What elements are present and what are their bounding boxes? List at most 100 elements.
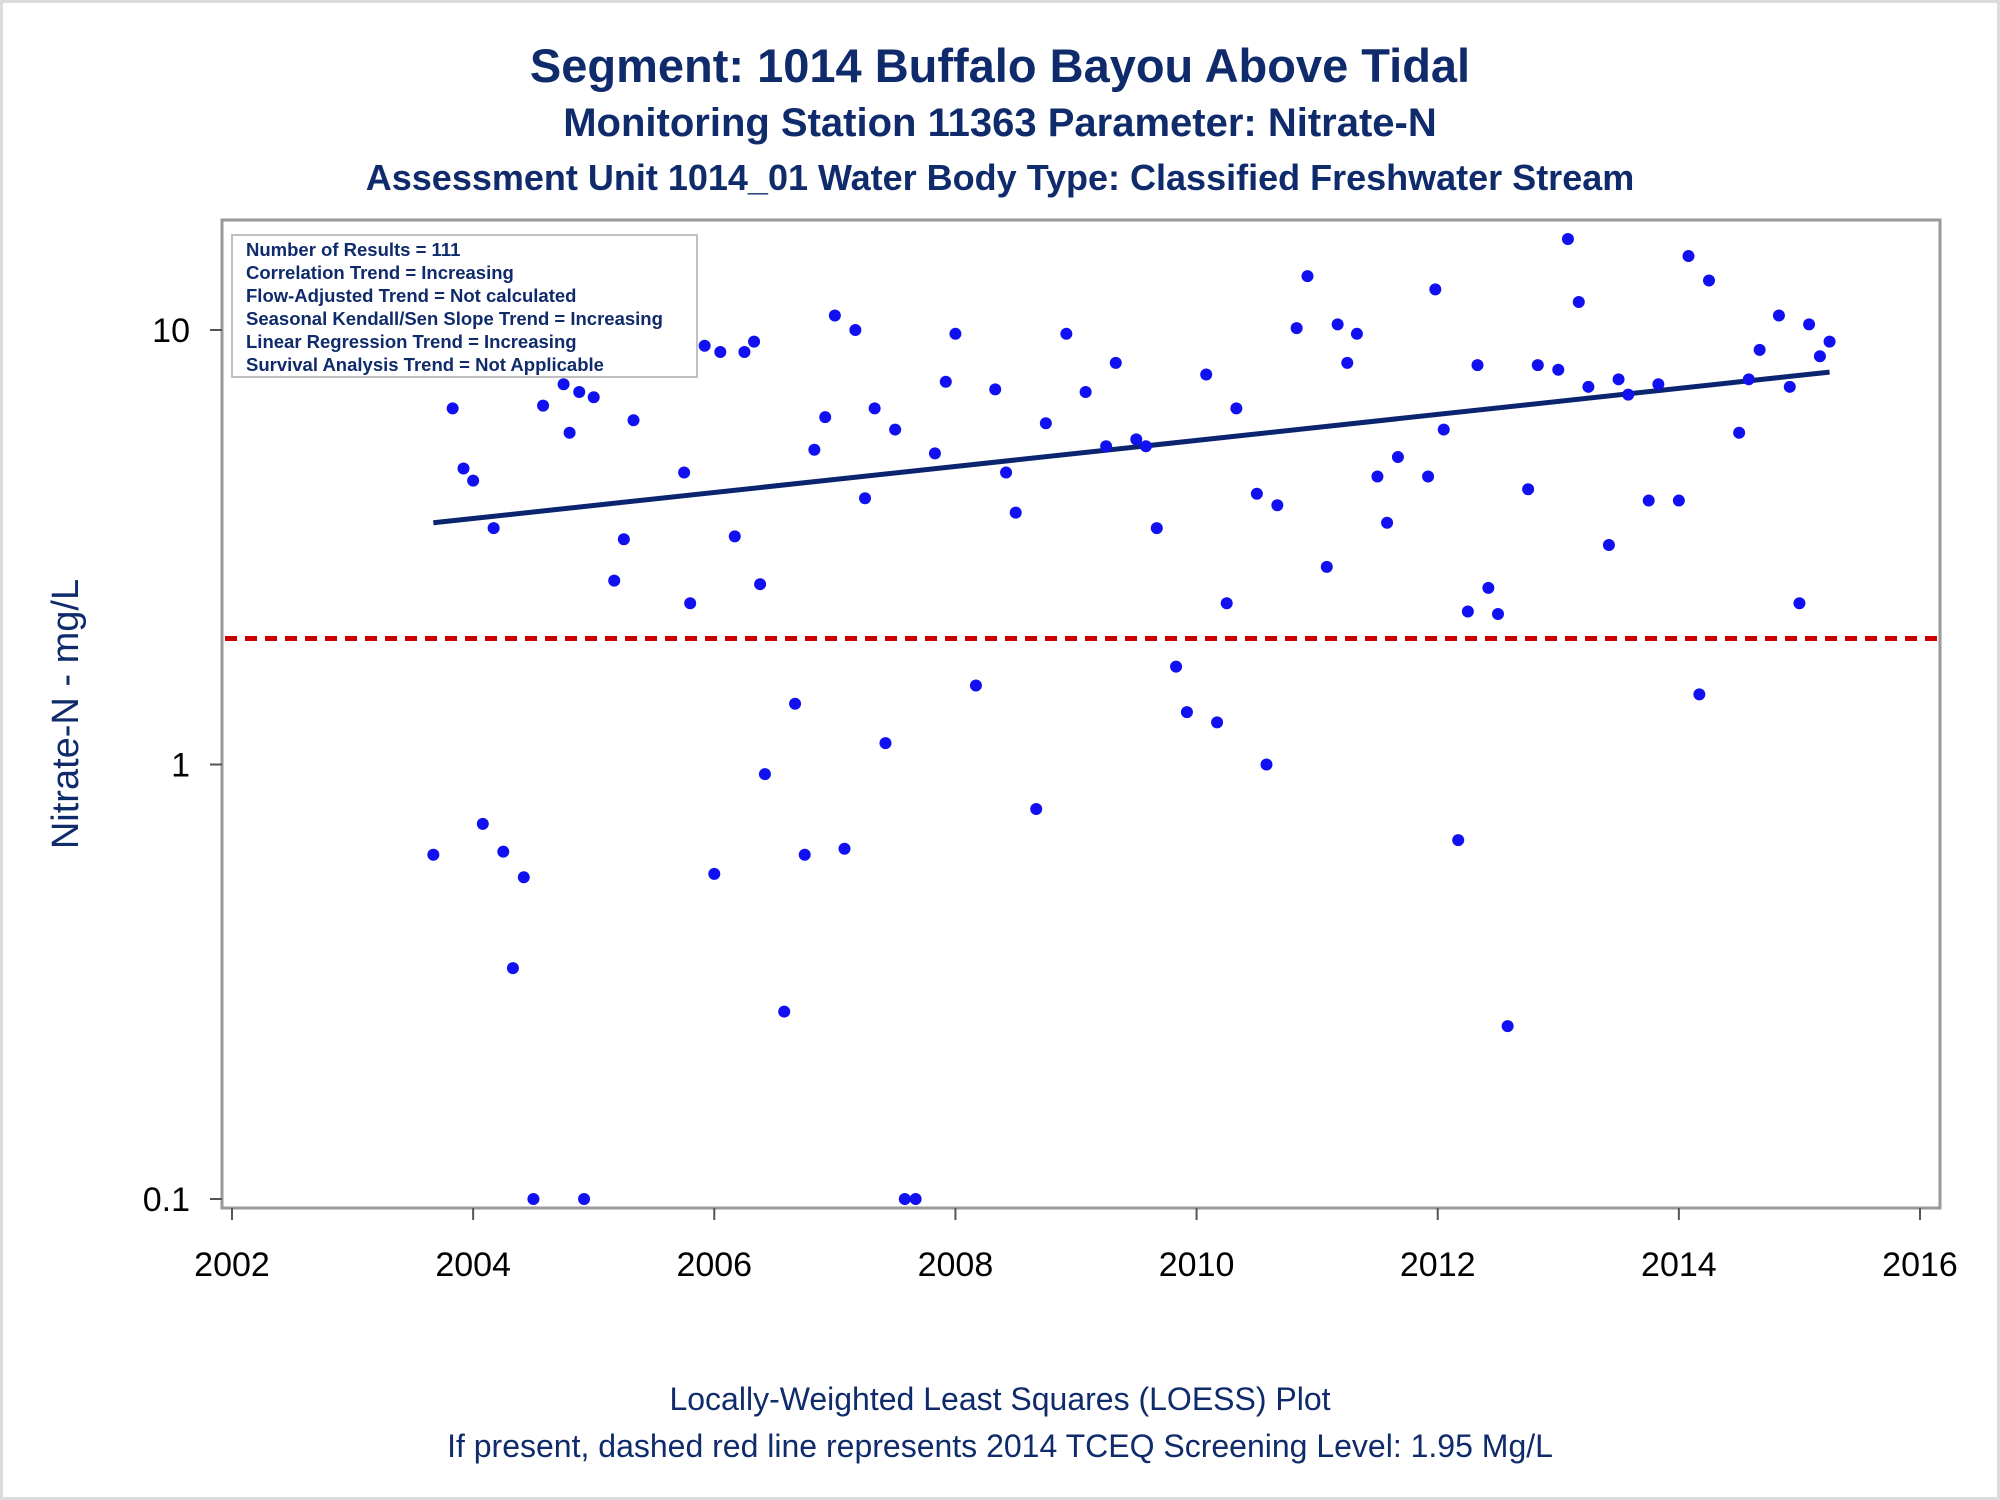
data-point [819, 411, 832, 424]
data-point [738, 345, 751, 358]
data-point [1180, 706, 1193, 719]
data-point [1000, 466, 1013, 479]
x-tick-label: 2016 [1882, 1246, 1958, 1284]
data-point [949, 327, 962, 340]
stats-box-border [231, 234, 698, 378]
data-point [1371, 470, 1384, 483]
data-point [889, 423, 902, 436]
data-point [1341, 356, 1354, 369]
x-tick-label: 2010 [1159, 1246, 1235, 1284]
data-point [808, 443, 821, 456]
stats-line: Number of Results = 111 [246, 239, 460, 260]
y-tick-label: 1 [171, 747, 190, 785]
data-point [476, 817, 489, 830]
x-axis: 2002 2004 2006 2008 2010 2012 2014 2016 [194, 1208, 1958, 1284]
data-point [527, 1193, 540, 1205]
y-axis: 0.1 1 10 [143, 312, 222, 1219]
data-point [1703, 274, 1715, 287]
x-tick-label: 2006 [676, 1246, 752, 1284]
footnote-screening-level: If present, dashed red line represents 2… [447, 1428, 1553, 1464]
stats-line: Linear Regression Trend = Increasing [246, 331, 577, 352]
data-point [778, 1005, 791, 1018]
data-point [1030, 802, 1043, 815]
data-point [1200, 368, 1213, 381]
data-point [1079, 385, 1092, 398]
data-point [1793, 597, 1806, 610]
stats-line: Flow-Adjusted Trend = Not calculated [246, 285, 576, 306]
data-point [1561, 232, 1574, 245]
data-point [728, 530, 741, 543]
data-point [517, 871, 530, 884]
data-point [1391, 451, 1404, 464]
data-point [1250, 487, 1263, 500]
data-point [1301, 270, 1314, 283]
data-point [1582, 380, 1595, 393]
data-point [497, 845, 510, 858]
data-point [1170, 660, 1183, 673]
data-point [678, 466, 691, 479]
x-tick-label: 2004 [435, 1246, 511, 1284]
data-point [608, 574, 621, 587]
data-point [1437, 423, 1450, 436]
data-point [1150, 522, 1163, 535]
data-point [1531, 359, 1544, 372]
data-point [573, 385, 586, 398]
x-tick-label: 2014 [1641, 1246, 1717, 1284]
data-point [1260, 758, 1273, 771]
data-point [898, 1193, 911, 1205]
data-point [1211, 716, 1224, 729]
chart-subtitle-station: Monitoring Station 11363 Parameter: Nitr… [563, 101, 1437, 145]
chart-title: Segment: 1014 Buffalo Bayou Above Tidal [529, 39, 1471, 92]
data-point [627, 414, 640, 427]
stats-line: Survival Analysis Trend = Not Applicable [246, 354, 604, 375]
data-point [467, 474, 480, 487]
data-point [758, 768, 771, 781]
data-point [1622, 388, 1635, 401]
x-tick-label: 2012 [1400, 1246, 1476, 1284]
data-point [849, 324, 862, 336]
data-point [1461, 605, 1474, 618]
data-point [684, 597, 697, 610]
data-point [909, 1193, 922, 1205]
stats-line: Seasonal Kendall/Sen Slope Trend = Incre… [246, 308, 663, 329]
data-point [1109, 356, 1122, 369]
x-tick-label: 2002 [194, 1246, 270, 1284]
footnote-method: Locally-Weighted Least Squares (LOESS) P… [669, 1381, 1331, 1417]
data-point [1452, 834, 1465, 847]
data-point [1652, 378, 1665, 391]
data-point [1803, 318, 1816, 331]
data-point [1482, 581, 1495, 594]
data-points [427, 232, 1836, 1205]
data-point [708, 867, 721, 880]
data-point [587, 391, 600, 404]
data-point [446, 402, 459, 415]
data-point [928, 447, 941, 460]
data-point [1642, 494, 1655, 507]
data-point [1813, 350, 1826, 363]
data-point [1672, 494, 1685, 507]
data-point [1100, 440, 1113, 453]
data-point [1220, 597, 1233, 610]
data-point [1602, 539, 1615, 552]
data-point [487, 522, 500, 535]
data-point [1742, 373, 1755, 386]
y-axis-label: Nitrate-N - mg/L [45, 579, 87, 849]
trend-line [433, 369, 1830, 526]
data-point [1429, 283, 1442, 296]
data-point [698, 339, 711, 352]
data-point [1039, 417, 1052, 430]
data-point [828, 309, 841, 322]
data-point [1492, 608, 1504, 621]
data-point [1753, 343, 1766, 356]
data-point [1552, 363, 1565, 376]
stats-line: Correlation Trend = Increasing [246, 262, 514, 283]
data-point [1350, 327, 1363, 340]
data-point [879, 737, 892, 750]
data-point [969, 679, 982, 692]
data-point [457, 462, 470, 475]
data-point [1772, 309, 1785, 322]
data-point [1422, 470, 1435, 483]
data-point [1139, 440, 1152, 453]
